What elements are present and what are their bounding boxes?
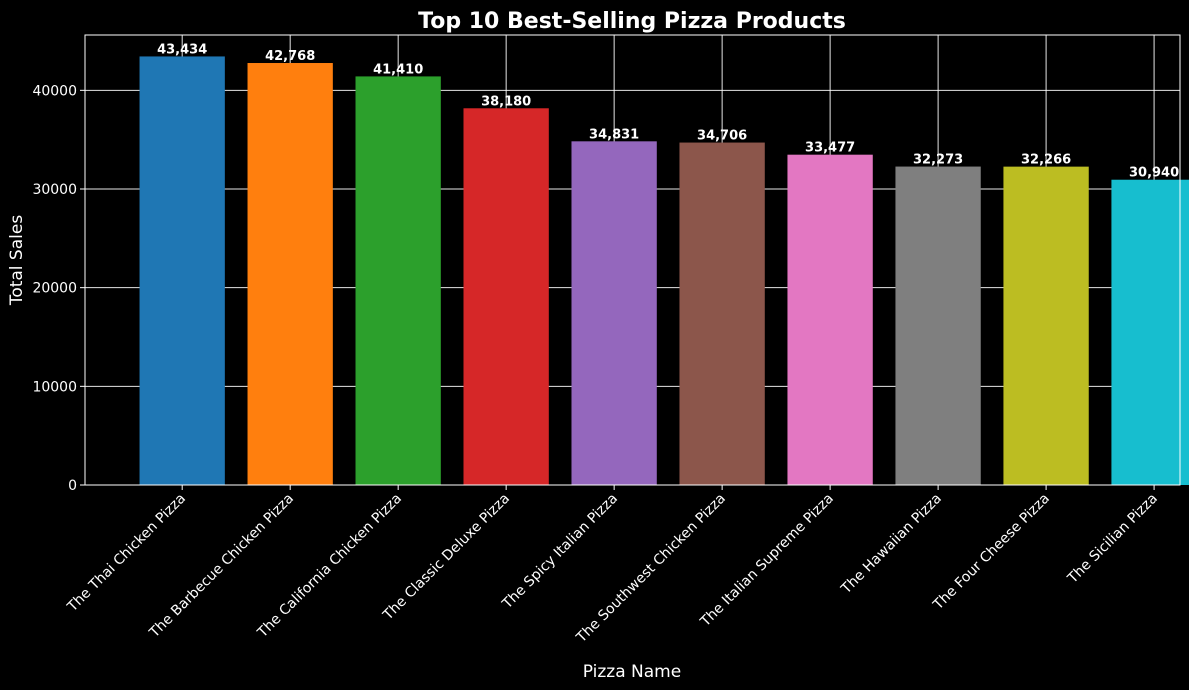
y-tick-label-2: 20000 bbox=[32, 281, 77, 297]
data-label-6: 33,477 bbox=[805, 141, 855, 156]
data-label-9: 30,940 bbox=[1129, 166, 1179, 181]
y-axis-label: Total Sales bbox=[7, 215, 27, 306]
data-label-8: 32,266 bbox=[1021, 153, 1071, 168]
bar-1 bbox=[247, 63, 333, 485]
data-label-0: 43,434 bbox=[157, 42, 207, 57]
bars bbox=[139, 56, 1189, 486]
bar-0 bbox=[139, 56, 225, 485]
bar-2 bbox=[355, 76, 441, 485]
y-tick-label-1: 10000 bbox=[32, 379, 77, 395]
data-label-7: 32,273 bbox=[913, 153, 963, 168]
plot-frame bbox=[84, 34, 1181, 486]
y-axis-ticks: 0 10000 20000 30000 40000 bbox=[32, 83, 85, 494]
data-labels: 43,434 42,768 41,410 38,180 34,831 34,706 33,4… bbox=[157, 42, 1179, 180]
y-tick-label-4: 40000 bbox=[32, 83, 77, 99]
bar-5 bbox=[679, 142, 765, 485]
chart-title: Top 10 Best-Selling Pizza Products bbox=[418, 9, 846, 34]
bar-3 bbox=[463, 108, 549, 485]
data-label-4: 34,831 bbox=[589, 127, 639, 142]
bar-9 bbox=[1111, 179, 1189, 486]
bar-4 bbox=[571, 141, 657, 485]
y-tick-label-0: 0 bbox=[68, 478, 77, 494]
x-axis-label: Pizza Name bbox=[583, 662, 681, 682]
data-label-5: 34,706 bbox=[697, 129, 747, 144]
bar-7 bbox=[895, 166, 981, 486]
data-label-1: 42,768 bbox=[265, 49, 315, 64]
data-label-3: 38,180 bbox=[481, 94, 531, 109]
data-label-2: 41,410 bbox=[373, 62, 423, 77]
y-tick-label-3: 30000 bbox=[32, 182, 77, 198]
bar-6 bbox=[787, 154, 873, 485]
bar-8 bbox=[1003, 166, 1089, 485]
